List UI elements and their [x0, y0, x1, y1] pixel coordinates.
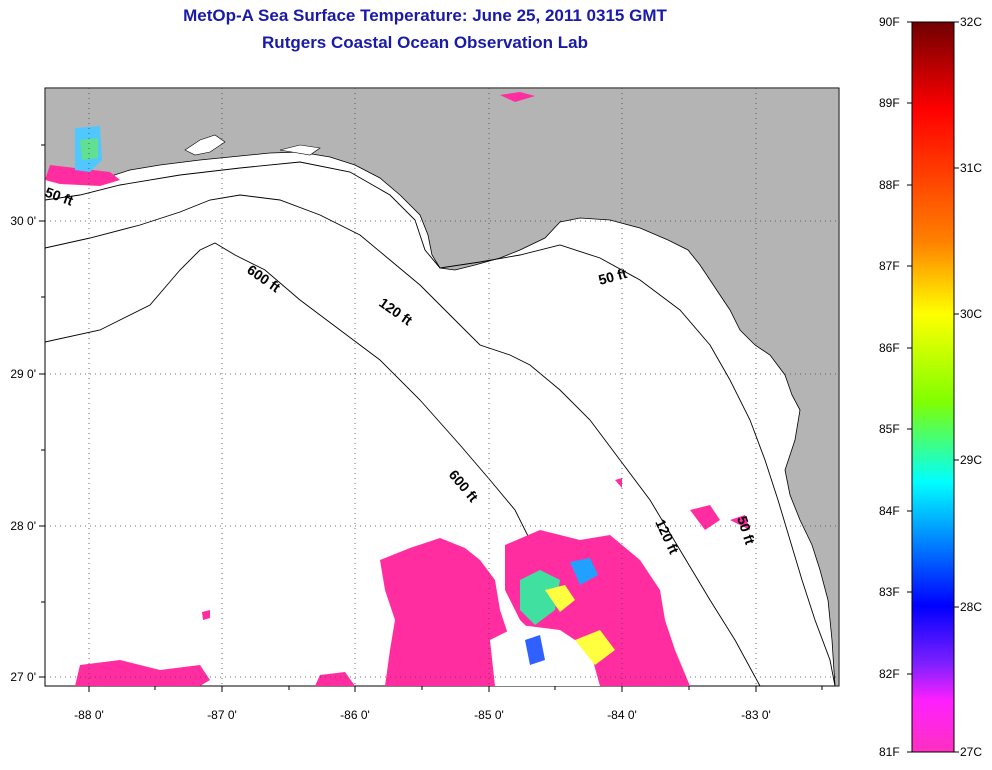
colorbar-f-label: 89F [879, 96, 900, 110]
colorbar-f-label: 83F [879, 585, 900, 599]
colorbar-f-label: 87F [879, 259, 900, 273]
colorbar-c-label: 32C [960, 15, 983, 29]
colorbar-f-label: 82F [879, 667, 900, 681]
lat-tick-label: 30 0' [10, 214, 36, 228]
isobath-50ft [45, 161, 836, 686]
isobath-120ft [45, 194, 761, 686]
lon-tick-label: -84 0' [607, 708, 637, 722]
frame-ticks [39, 144, 823, 692]
sst-patches [45, 92, 750, 686]
colorbar-c-label: 29C [960, 453, 983, 467]
colorbar-f-label: 85F [879, 422, 900, 436]
lon-tick-label: -87 0' [207, 708, 237, 722]
lat-tick-label: 27 0' [10, 670, 36, 684]
lon-tick-label: -88 0' [74, 708, 104, 722]
map-subtitle: Rutgers Coastal Ocean Observation Lab [262, 33, 588, 52]
lat-tick-label: 29 0' [10, 367, 36, 381]
lon-tick-label: -86 0' [340, 708, 370, 722]
land-mass [45, 88, 839, 686]
colorbar-f-label: 86F [879, 341, 900, 355]
colorbar-f-label: 90F [879, 15, 900, 29]
colorbar-c-label: 30C [960, 307, 983, 321]
colorbar-ticks [907, 21, 959, 753]
depth-label: 50 ft [597, 265, 629, 288]
lat-tick-label: 28 0' [10, 519, 36, 533]
coastal-islands [184, 134, 321, 156]
colorbar [911, 21, 955, 753]
colorbar-c-label: 31C [960, 161, 983, 175]
colorbar-f-label: 81F [879, 745, 900, 759]
colorbar-c-label: 27C [960, 745, 983, 759]
lon-tick-label: -83 0' [741, 708, 771, 722]
map-title: MetOp-A Sea Surface Temperature: June 25… [183, 6, 667, 25]
colorbar-f-label: 84F [879, 504, 900, 518]
lon-tick-label: -85 0' [474, 708, 504, 722]
colorbar-c-label: 28C [960, 600, 983, 614]
colorbar-f-label: 88F [879, 178, 900, 192]
